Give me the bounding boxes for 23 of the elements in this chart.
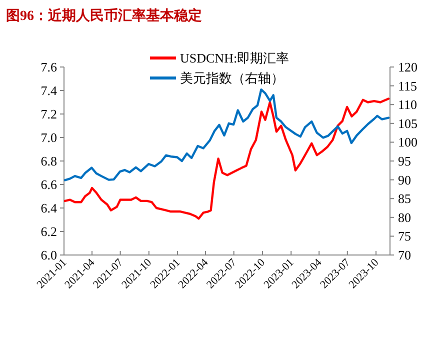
y2-tick-label: 70 <box>398 248 411 262</box>
y2-tick-label: 85 <box>398 191 411 206</box>
y-tick-label: 7.4 <box>40 83 58 98</box>
y-tick-label: 7.6 <box>40 60 58 74</box>
y2-tick-label: 115 <box>398 78 418 94</box>
y2-tick-label: 100 <box>398 134 418 150</box>
y2-tick-label: 110 <box>398 97 418 112</box>
y2-tick-label: 120 <box>398 60 418 74</box>
y2-tick-label: 75 <box>398 228 411 244</box>
y2-tick-label: 90 <box>398 172 411 188</box>
y2-tick-label: 95 <box>398 154 411 168</box>
y-tick-label: 6.0 <box>40 248 57 262</box>
y-tick-label: 7.0 <box>40 130 57 145</box>
y2-tick-label: 80 <box>398 210 411 225</box>
y2-tick-label: 105 <box>398 116 418 131</box>
y-tick-label: 6.8 <box>40 154 57 168</box>
y-tick-label: 6.6 <box>40 177 58 192</box>
chart-title: 图96：近期人民币汇率基本稳定 <box>6 7 202 24</box>
y-tick-label: 6.2 <box>40 224 57 239</box>
y-tick-label: 6.4 <box>40 200 58 216</box>
legend-label: 美元指数（右轴） <box>180 70 284 86</box>
legend-label: USDCNH:即期汇率 <box>180 50 290 66</box>
y-tick-label: 7.2 <box>40 106 57 122</box>
